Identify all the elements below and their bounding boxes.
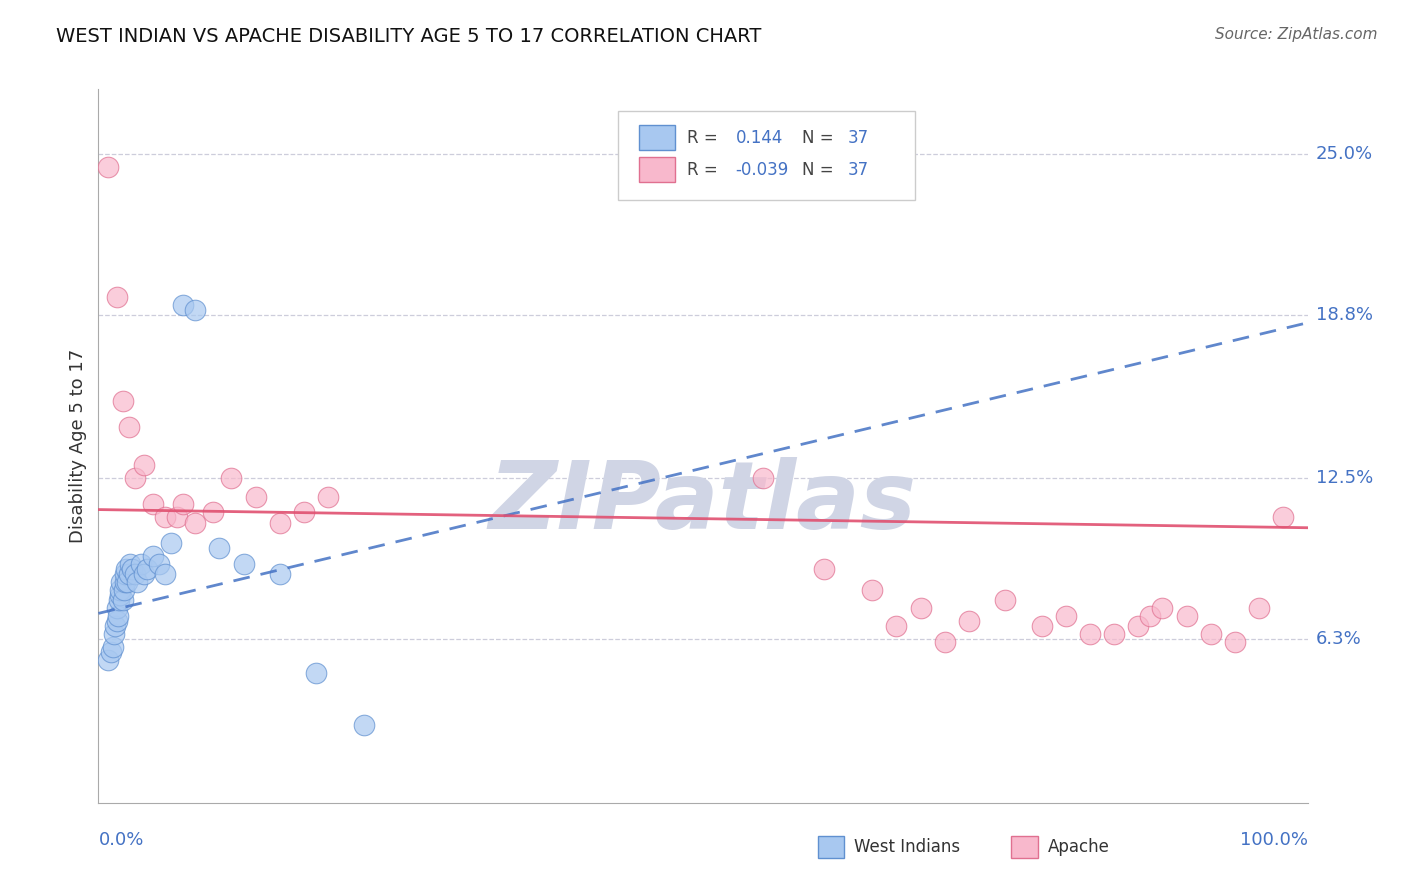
Point [101, 640, 124, 654]
Y-axis label: Disability Age 5 to 17: Disability Age 5 to 17 [69, 349, 87, 543]
Point [934, 635, 956, 649]
Point [305, 666, 328, 681]
Point [142, 549, 165, 564]
Point [1249, 601, 1271, 615]
Point [172, 497, 194, 511]
Point [121, 562, 143, 576]
Point [124, 471, 146, 485]
Point [118, 557, 141, 571]
Point [103, 627, 125, 641]
Text: R =: R = [688, 161, 723, 178]
Point [111, 393, 134, 408]
Point [104, 619, 127, 633]
Point [245, 490, 267, 504]
FancyBboxPatch shape [818, 837, 845, 858]
Point [117, 575, 139, 590]
Point [860, 582, 883, 597]
FancyBboxPatch shape [638, 157, 675, 182]
Point [813, 562, 835, 576]
Point [134, 458, 156, 473]
Text: 0.0%: 0.0% [98, 830, 143, 848]
Point [232, 557, 254, 571]
Point [184, 302, 207, 317]
Text: 100.0%: 100.0% [1240, 830, 1308, 848]
Text: 37: 37 [848, 161, 869, 178]
Point [108, 582, 131, 597]
Text: 6.3%: 6.3% [1316, 631, 1361, 648]
Text: ZIPatlas: ZIPatlas [489, 457, 917, 549]
Point [134, 567, 156, 582]
Text: Source: ZipAtlas.com: Source: ZipAtlas.com [1215, 27, 1378, 42]
Point [100, 645, 122, 659]
Point [1031, 619, 1053, 633]
Point [105, 290, 128, 304]
Point [292, 505, 315, 519]
Point [1175, 609, 1198, 624]
Point [957, 614, 980, 628]
Point [153, 567, 176, 582]
Point [886, 619, 908, 633]
Point [105, 601, 128, 615]
Point [1054, 609, 1077, 624]
Point [202, 505, 225, 519]
Point [97, 653, 120, 667]
Point [1199, 627, 1222, 641]
Text: 12.5%: 12.5% [1316, 469, 1374, 487]
Point [1152, 601, 1174, 615]
Text: 18.8%: 18.8% [1316, 306, 1372, 324]
Point [1139, 609, 1161, 624]
Point [1223, 635, 1246, 649]
Text: Apache: Apache [1047, 838, 1109, 856]
Point [153, 510, 176, 524]
Point [184, 516, 207, 530]
Point [108, 588, 131, 602]
Point [110, 575, 132, 590]
Point [129, 557, 152, 571]
Point [112, 582, 135, 597]
Text: 25.0%: 25.0% [1316, 145, 1374, 163]
Point [910, 601, 932, 615]
Point [269, 516, 291, 530]
Text: -0.039: -0.039 [735, 161, 789, 178]
Point [124, 567, 146, 582]
Point [994, 593, 1017, 607]
Text: N =: N = [803, 161, 839, 178]
Point [118, 567, 141, 582]
Point [316, 490, 339, 504]
Point [114, 567, 136, 582]
Point [97, 160, 120, 174]
Point [148, 557, 170, 571]
Point [118, 419, 141, 434]
Point [114, 575, 136, 590]
Point [1272, 510, 1295, 524]
Point [172, 297, 194, 311]
Point [107, 609, 129, 624]
Point [160, 536, 183, 550]
Point [221, 471, 243, 485]
Point [1102, 627, 1125, 641]
Point [752, 471, 775, 485]
Point [135, 562, 157, 576]
Text: WEST INDIAN VS APACHE DISABILITY AGE 5 TO 17 CORRELATION CHART: WEST INDIAN VS APACHE DISABILITY AGE 5 T… [56, 27, 762, 45]
Point [1078, 627, 1101, 641]
Point [269, 567, 291, 582]
FancyBboxPatch shape [619, 111, 915, 200]
Text: 0.144: 0.144 [735, 128, 783, 146]
FancyBboxPatch shape [638, 125, 675, 150]
Point [1128, 619, 1150, 633]
Point [115, 562, 138, 576]
Text: N =: N = [803, 128, 839, 146]
FancyBboxPatch shape [1011, 837, 1038, 858]
Point [111, 593, 134, 607]
Point [208, 541, 231, 556]
Point [127, 575, 149, 590]
Point [353, 718, 375, 732]
Text: West Indians: West Indians [855, 838, 960, 856]
Text: 37: 37 [848, 128, 869, 146]
Point [142, 497, 165, 511]
Text: R =: R = [688, 128, 723, 146]
Point [105, 614, 128, 628]
Point [166, 510, 188, 524]
Point [108, 593, 131, 607]
